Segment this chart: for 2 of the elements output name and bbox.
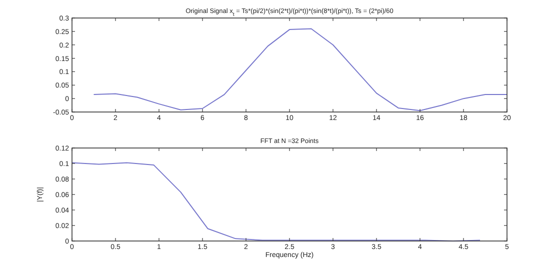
line-series <box>93 28 508 112</box>
line-series <box>72 162 481 242</box>
